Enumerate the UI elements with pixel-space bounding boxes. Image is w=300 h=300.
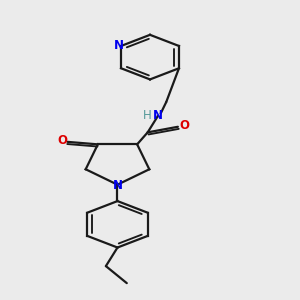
Text: O: O <box>57 134 67 147</box>
Text: N: N <box>153 110 163 122</box>
Text: N: N <box>112 179 122 192</box>
Text: H: H <box>143 110 152 122</box>
Text: O: O <box>179 119 189 132</box>
Text: N: N <box>114 38 124 52</box>
